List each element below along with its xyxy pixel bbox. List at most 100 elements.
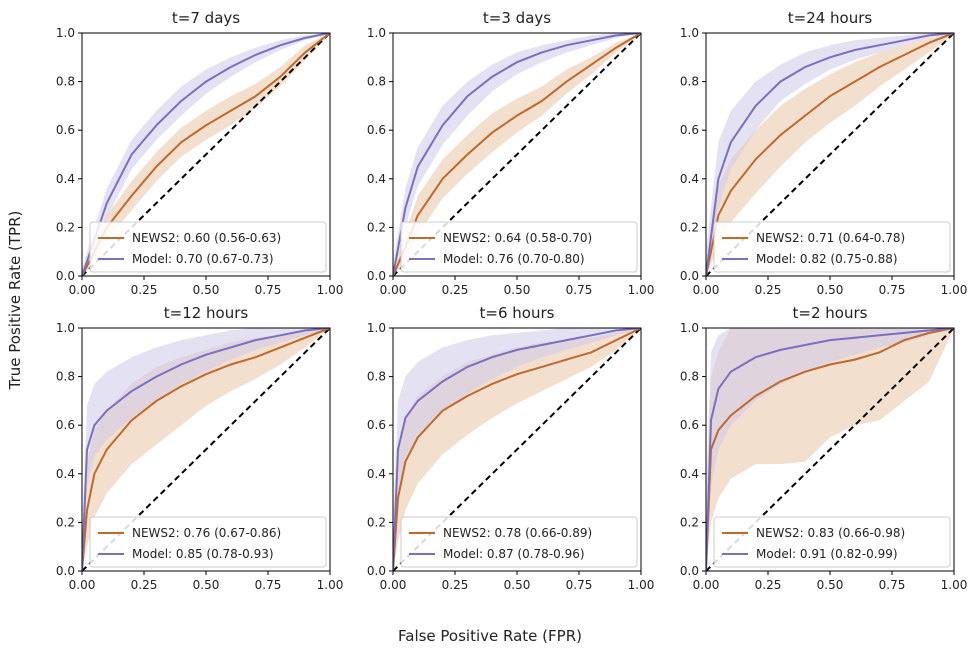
roc-panel: 0.00 0.25 0.50 0.75 1.00 0.0 0.2 0.4 0.6 0.8 1.0 t=…: [56, 304, 343, 592]
y-tick-label: 0.0: [56, 269, 75, 283]
plot-area: [706, 33, 954, 276]
y-tick-label: 0.6: [56, 418, 75, 432]
x-tick-label: 0.50: [504, 578, 531, 592]
y-tick-label: 0.0: [367, 269, 386, 283]
panel-title: t=12 hours: [164, 304, 249, 322]
y-tick-label: 0.8: [56, 370, 75, 384]
x-tick-label: 1.00: [941, 578, 968, 592]
x-tick-label: 0.00: [69, 578, 96, 592]
news2-roc-line: [706, 328, 954, 571]
x-tick-label: 1.00: [317, 578, 344, 592]
model-roc-line: [706, 328, 954, 571]
model-ci-band: [393, 328, 641, 571]
y-tick-label: 0.8: [680, 370, 699, 384]
model-legend-label: Model: 0.70 (0.67-0.73): [132, 252, 274, 266]
model-roc-line: [393, 328, 641, 571]
roc-panel: 0.00 0.25 0.50 0.75 1.00 0.0 0.2 0.4 0.6 0.8 1.0 t=…: [367, 9, 654, 297]
y-tick-label: 1.0: [367, 321, 386, 335]
y-tick-label: 0.0: [680, 564, 699, 578]
x-tick-label: 0.00: [380, 283, 407, 297]
y-tick-label: 0.6: [680, 123, 699, 137]
roc-panel: 0.00 0.25 0.50 0.75 1.00 0.0 0.2 0.4 0.6 0.8 1.0 t=…: [367, 304, 654, 592]
y-tick-label: 0.8: [680, 75, 699, 89]
x-tick-label: 1.00: [317, 283, 344, 297]
panels-group: 0.00 0.25 0.50 0.75 1.00 0.0 0.2 0.4 0.6 0.8 1.0 t=…: [56, 9, 967, 592]
model-roc-line: [82, 33, 330, 276]
y-tick-label: 1.0: [56, 26, 75, 40]
legend-box: [713, 221, 951, 273]
x-tick-label: 0.00: [693, 578, 720, 592]
y-tick-label: 1.0: [680, 321, 699, 335]
y-tick-label: 0.0: [680, 269, 699, 283]
x-tick-label: 0.75: [879, 578, 906, 592]
news2-legend-label: NEWS2: 0.83 (0.66-0.98): [756, 526, 905, 540]
legend-box: [400, 516, 638, 568]
news2-ci-band: [706, 33, 954, 276]
roc-panel: 0.00 0.25 0.50 0.75 1.00 0.0 0.2 0.4 0.6 0.8 1.0 t=…: [56, 9, 343, 297]
x-tick-label: 0.00: [69, 283, 96, 297]
panel-title: t=2 hours: [793, 304, 868, 322]
x-tick-label: 0.25: [755, 578, 782, 592]
y-tick-label: 1.0: [680, 26, 699, 40]
model-roc-line: [393, 33, 641, 276]
y-tick-label: 0.8: [367, 75, 386, 89]
y-tick-label: 0.4: [56, 172, 75, 186]
news2-legend-label: NEWS2: 0.76 (0.67-0.86): [132, 526, 281, 540]
y-tick-label: 0.8: [367, 370, 386, 384]
y-tick-label: 0.2: [680, 220, 699, 234]
x-tick-label: 0.25: [131, 283, 158, 297]
y-tick-label: 0.6: [56, 123, 75, 137]
roc-panel: 0.00 0.25 0.50 0.75 1.00 0.0 0.2 0.4 0.6 0.8 1.0 t=…: [680, 304, 967, 592]
y-tick-label: 0.4: [367, 467, 386, 481]
plot-area: [706, 328, 954, 571]
legend-box: [400, 221, 638, 273]
y-tick-label: 0.2: [680, 515, 699, 529]
news2-roc-line: [393, 328, 641, 571]
legend-box: [89, 516, 327, 568]
x-tick-label: 0.25: [131, 578, 158, 592]
news2-roc-line: [82, 328, 330, 571]
y-tick-label: 0.2: [56, 515, 75, 529]
legend-box: [89, 221, 327, 273]
x-tick-label: 1.00: [628, 283, 655, 297]
chance-diagonal: [706, 328, 954, 571]
x-tick-label: 0.75: [255, 578, 282, 592]
y-tick-label: 0.2: [56, 220, 75, 234]
news2-roc-line: [706, 33, 954, 276]
y-tick-label: 0.4: [367, 172, 386, 186]
x-tick-label: 0.25: [442, 283, 469, 297]
x-tick-label: 0.50: [817, 283, 844, 297]
model-roc-line: [82, 328, 330, 571]
x-tick-label: 1.00: [628, 578, 655, 592]
y-tick-label: 0.6: [680, 418, 699, 432]
model-legend-label: Model: 0.85 (0.78-0.93): [132, 547, 274, 561]
y-tick-label: 0.2: [367, 515, 386, 529]
plot-area: [393, 33, 641, 276]
x-tick-label: 0.25: [442, 578, 469, 592]
x-tick-label: 0.50: [817, 578, 844, 592]
plot-area: [393, 328, 641, 571]
x-tick-label: 0.00: [693, 283, 720, 297]
plot-area: [82, 328, 330, 571]
chance-diagonal: [82, 33, 330, 276]
model-legend-label: Model: 0.82 (0.75-0.88): [756, 252, 898, 266]
y-tick-label: 1.0: [367, 26, 386, 40]
news2-legend-label: NEWS2: 0.78 (0.66-0.89): [443, 526, 592, 540]
x-tick-label: 0.75: [566, 578, 593, 592]
x-tick-label: 0.75: [255, 283, 282, 297]
model-legend-label: Model: 0.91 (0.82-0.99): [756, 547, 898, 561]
y-tick-label: 0.6: [367, 123, 386, 137]
y-tick-label: 1.0: [56, 321, 75, 335]
x-tick-label: 0.75: [879, 283, 906, 297]
y-tick-label: 0.0: [56, 564, 75, 578]
x-tick-label: 0.50: [193, 283, 220, 297]
roc-panel: 0.00 0.25 0.50 0.75 1.00 0.0 0.2 0.4 0.6 0.8 1.0 t=…: [680, 9, 967, 297]
model-legend-label: Model: 0.87 (0.78-0.96): [443, 547, 585, 561]
y-axis-label: True Positive Rate (TPR): [6, 211, 24, 391]
chance-diagonal: [706, 33, 954, 276]
news2-legend-label: NEWS2: 0.71 (0.64-0.78): [756, 231, 905, 245]
legend-box: [713, 516, 951, 568]
model-roc-line: [706, 33, 954, 276]
x-tick-label: 0.25: [755, 283, 782, 297]
